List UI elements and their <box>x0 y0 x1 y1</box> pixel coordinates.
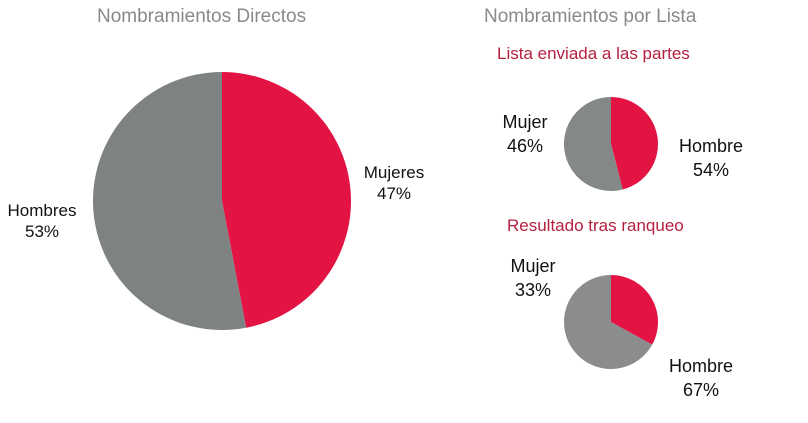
slice-name: Hombre <box>678 136 744 156</box>
slice-value: 54% <box>692 160 730 181</box>
slice-label-hombres: Hombres 53% <box>0 200 84 243</box>
pie-subtitle-sent: Lista enviada a las partes <box>497 44 690 63</box>
slice-label-hombre-sent: Hombre 54% <box>666 134 756 183</box>
pie-subtitle-ranked: Resultado tras ranqueo <box>507 216 684 235</box>
slice-value: 33% <box>514 280 552 301</box>
slice-value: 53% <box>24 222 60 242</box>
slice-label-hombre-ranked: Hombre 67% <box>656 354 746 403</box>
slice-value: 47% <box>376 184 412 204</box>
pie-slice-1-hombre <box>564 97 623 191</box>
slice-label-mujeres: Mujeres 47% <box>355 162 433 205</box>
slice-name: Hombre <box>668 356 734 376</box>
slice-name: Mujer <box>502 112 548 132</box>
pie-slice-0-hombres <box>92 72 247 330</box>
pie-slice-0-mujeres <box>222 72 351 328</box>
pie-title-direct: Nombramientos Directos <box>97 6 307 27</box>
slice-name: Mujeres <box>363 163 425 182</box>
pie-title-list: Nombramientos por Lista <box>484 6 697 27</box>
pie-slice-1-mujer <box>611 97 658 190</box>
slice-value: 67% <box>682 380 720 401</box>
slice-name: Mujer <box>510 256 556 276</box>
slice-label-mujer-ranked: Mujer 33% <box>500 254 566 303</box>
slice-name: Hombres <box>7 201 77 220</box>
pie-slice-2-mujer <box>611 275 658 345</box>
pie-slice-2-hombre <box>563 275 653 370</box>
slice-value: 46% <box>506 136 544 157</box>
slice-label-mujer-sent: Mujer 46% <box>492 110 558 159</box>
